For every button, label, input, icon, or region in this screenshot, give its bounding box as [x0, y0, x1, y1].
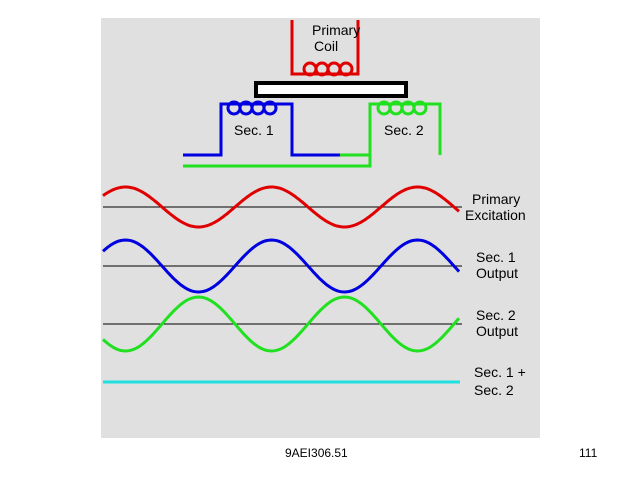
sec1-label: Sec. 1: [234, 122, 274, 138]
primary-wave: [102, 185, 460, 229]
wave-label: Output: [476, 323, 518, 339]
wave-label: Sec. 2: [476, 307, 516, 323]
wave-label: Sec. 1: [476, 249, 516, 265]
primary-label: Primary: [312, 22, 360, 38]
footer-page: 111: [579, 446, 598, 460]
sec1-wave: [101, 238, 461, 294]
sec1-winding: [226, 100, 278, 116]
core: [254, 81, 408, 98]
sec2-wire: [183, 102, 442, 168]
footer-code: 9AEI306.51: [285, 446, 348, 460]
sec2-wave: [101, 295, 461, 353]
sec2-label: Sec. 2: [384, 122, 424, 138]
sec2-winding: [376, 100, 428, 116]
wave-label: Excitation: [465, 207, 526, 223]
wave-label: Sec. 1 +: [474, 364, 526, 380]
wave-label: Output: [476, 265, 518, 281]
wave-label: Sec. 2: [474, 382, 514, 398]
sec1-wire: [183, 102, 342, 157]
wave-label: Primary: [472, 191, 520, 207]
primary-label: Coil: [314, 38, 338, 54]
primary-winding: [302, 61, 354, 77]
